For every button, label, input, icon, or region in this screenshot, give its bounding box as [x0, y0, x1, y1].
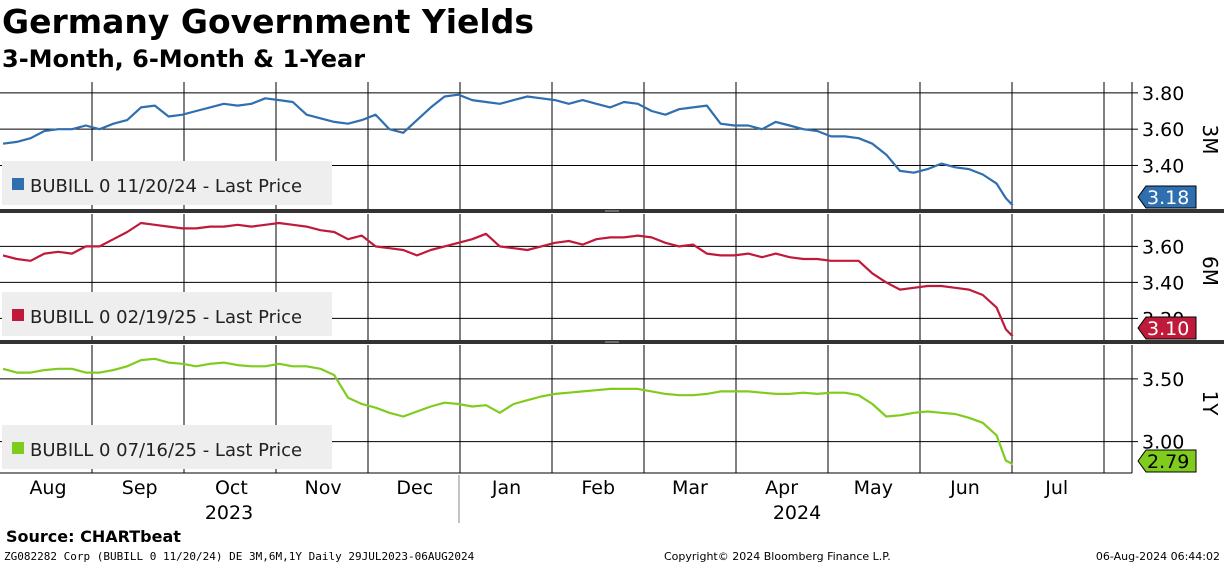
x-month-label: Jun [949, 477, 980, 499]
legend-swatch [12, 442, 24, 454]
legend-label: BUBILL 0 11/20/24 - Last Price [30, 176, 302, 197]
source-label: Source: CHARTbeat [6, 527, 181, 546]
series-line [2, 357, 1014, 466]
legend-label: BUBILL 0 02/19/25 - Last Price [30, 307, 302, 328]
footer-copyright: Copyright© 2024 Bloomberg Finance L.P. [664, 550, 891, 563]
x-month-label: Mar [672, 477, 708, 499]
last-price-tag [1137, 185, 1197, 209]
chart-title: Germany Government Yields [2, 2, 534, 41]
x-month-label: Dec [396, 477, 433, 499]
y-tick-label: 3.60 [1142, 119, 1184, 141]
chart-subtitle: 3-Month, 6-Month & 1-Year [2, 45, 366, 73]
legend-box [2, 161, 332, 205]
legend-box [2, 425, 332, 469]
legend-box [2, 292, 332, 336]
panel-axis-label: 1Y [1198, 391, 1222, 417]
x-month-label: Feb [581, 477, 615, 499]
x-year-label: 2023 [205, 502, 253, 524]
x-month-label: Nov [305, 477, 342, 499]
x-month-label: Oct [215, 477, 248, 499]
legend-swatch [12, 309, 24, 321]
x-month-label: Jul [1044, 477, 1068, 499]
legend-swatch [12, 178, 24, 190]
last-price-label: 2.79 [1147, 451, 1189, 473]
legend-label: BUBILL 0 07/16/25 - Last Price [30, 440, 302, 461]
last-price-label: 3.18 [1147, 187, 1189, 209]
last-price-label: 3.10 [1147, 318, 1189, 340]
series-line [2, 93, 1014, 207]
y-tick-label: 3.00 [1142, 432, 1184, 454]
series-line [2, 221, 1014, 338]
last-price-tag [1137, 316, 1197, 340]
x-month-label: May [854, 477, 893, 499]
footer-timestamp: 06-Aug-2024 06:44:02 [1095, 550, 1220, 563]
x-month-label: Aug [29, 477, 66, 499]
footer-security: ZG082282 Corp (BUBILL 0 11/20/24) DE 3M,… [4, 550, 475, 563]
y-tick-label: 3.40 [1142, 272, 1184, 294]
y-tick-label: 3.40 [1142, 155, 1184, 177]
x-month-label: Sep [122, 477, 158, 499]
last-price-tag [1137, 449, 1197, 473]
x-year-label: 2024 [773, 502, 821, 524]
y-tick-label: 3.50 [1142, 369, 1184, 391]
panel-axis-label: 3M [1198, 125, 1222, 155]
panel-axis-label: 6M [1198, 256, 1222, 286]
y-tick-label: 3.80 [1142, 83, 1184, 105]
x-month-label: Jan [491, 477, 521, 499]
y-tick-label: 3.60 [1142, 236, 1184, 258]
x-month-label: Apr [765, 477, 798, 499]
